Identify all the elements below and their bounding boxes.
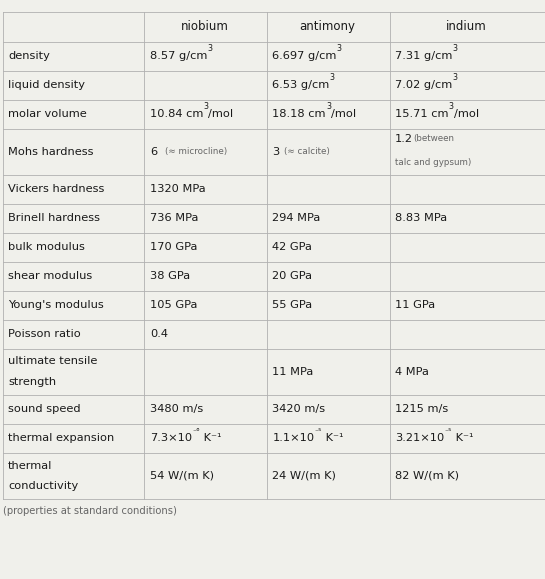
Text: strength: strength bbox=[8, 377, 56, 387]
Text: (between: (between bbox=[413, 134, 454, 144]
Text: 82 W/(m K): 82 W/(m K) bbox=[395, 471, 459, 481]
Text: (≈ calcite): (≈ calcite) bbox=[284, 147, 330, 156]
Text: 18.18 cm: 18.18 cm bbox=[272, 109, 326, 119]
Text: shear modulus: shear modulus bbox=[8, 271, 93, 281]
Text: bulk modulus: bulk modulus bbox=[8, 242, 85, 252]
Text: /mol: /mol bbox=[453, 109, 479, 119]
Text: 3: 3 bbox=[337, 44, 342, 53]
Text: 24 W/(m K): 24 W/(m K) bbox=[272, 471, 336, 481]
Text: 3: 3 bbox=[452, 73, 457, 82]
Text: 7.3×10: 7.3×10 bbox=[150, 433, 192, 444]
Text: 3: 3 bbox=[452, 44, 457, 53]
Text: 6: 6 bbox=[150, 146, 157, 157]
Text: density: density bbox=[8, 51, 50, 61]
Text: 6.53 g/cm: 6.53 g/cm bbox=[272, 80, 330, 90]
Text: 105 GPa: 105 GPa bbox=[150, 300, 197, 310]
Text: (properties at standard conditions): (properties at standard conditions) bbox=[3, 505, 177, 516]
Text: 3: 3 bbox=[449, 102, 453, 111]
Text: 6.697 g/cm: 6.697 g/cm bbox=[272, 51, 337, 61]
Text: /mol: /mol bbox=[331, 109, 356, 119]
Text: 1320 MPa: 1320 MPa bbox=[150, 184, 205, 195]
Text: 8.57 g/cm: 8.57 g/cm bbox=[150, 51, 207, 61]
Text: 4 MPa: 4 MPa bbox=[395, 367, 429, 377]
Text: niobium: niobium bbox=[180, 20, 228, 33]
Text: 15.71 cm: 15.71 cm bbox=[395, 109, 449, 119]
Text: 3: 3 bbox=[330, 73, 335, 82]
Text: 7.02 g/cm: 7.02 g/cm bbox=[395, 80, 452, 90]
Text: 11 MPa: 11 MPa bbox=[272, 367, 314, 377]
Text: 3: 3 bbox=[207, 44, 212, 53]
Text: antimony: antimony bbox=[299, 20, 355, 33]
Text: 38 GPa: 38 GPa bbox=[150, 271, 190, 281]
Text: 3: 3 bbox=[272, 146, 280, 157]
Text: talc and gypsum): talc and gypsum) bbox=[395, 157, 471, 167]
Text: 1215 m/s: 1215 m/s bbox=[395, 404, 449, 415]
Text: conductivity: conductivity bbox=[8, 481, 78, 492]
Text: ultimate tensile: ultimate tensile bbox=[8, 356, 98, 367]
Text: thermal: thermal bbox=[8, 460, 52, 471]
Text: 3: 3 bbox=[203, 102, 208, 111]
Text: molar volume: molar volume bbox=[8, 109, 87, 119]
Text: ⁻⁶: ⁻⁶ bbox=[192, 427, 199, 437]
Text: indium: indium bbox=[446, 20, 486, 33]
Text: liquid density: liquid density bbox=[8, 80, 85, 90]
Text: 3.21×10: 3.21×10 bbox=[395, 433, 444, 444]
Text: 3420 m/s: 3420 m/s bbox=[272, 404, 325, 415]
Text: ⁻⁵: ⁻⁵ bbox=[314, 427, 322, 437]
Text: 1.1×10: 1.1×10 bbox=[272, 433, 314, 444]
Text: 54 W/(m K): 54 W/(m K) bbox=[150, 471, 214, 481]
Text: K⁻¹: K⁻¹ bbox=[452, 433, 473, 444]
Text: 1.2: 1.2 bbox=[395, 134, 413, 144]
Text: 7.31 g/cm: 7.31 g/cm bbox=[395, 51, 452, 61]
Text: 8.83 MPa: 8.83 MPa bbox=[395, 213, 447, 223]
Text: 42 GPa: 42 GPa bbox=[272, 242, 312, 252]
Text: thermal expansion: thermal expansion bbox=[8, 433, 114, 444]
Text: 3480 m/s: 3480 m/s bbox=[150, 404, 203, 415]
Text: K⁻¹: K⁻¹ bbox=[199, 433, 221, 444]
Text: 294 MPa: 294 MPa bbox=[272, 213, 321, 223]
Text: 3: 3 bbox=[326, 102, 331, 111]
Text: K⁻¹: K⁻¹ bbox=[322, 433, 343, 444]
Text: Vickers hardness: Vickers hardness bbox=[8, 184, 105, 195]
Text: Young's modulus: Young's modulus bbox=[8, 300, 104, 310]
Text: 20 GPa: 20 GPa bbox=[272, 271, 312, 281]
Text: 170 GPa: 170 GPa bbox=[150, 242, 197, 252]
Text: sound speed: sound speed bbox=[8, 404, 81, 415]
Text: Brinell hardness: Brinell hardness bbox=[8, 213, 100, 223]
Text: 0.4: 0.4 bbox=[150, 329, 168, 339]
Text: ⁻⁵: ⁻⁵ bbox=[444, 427, 452, 437]
Text: Poisson ratio: Poisson ratio bbox=[8, 329, 81, 339]
Text: Mohs hardness: Mohs hardness bbox=[8, 146, 94, 157]
Text: 11 GPa: 11 GPa bbox=[395, 300, 435, 310]
Text: /mol: /mol bbox=[208, 109, 233, 119]
Text: 736 MPa: 736 MPa bbox=[150, 213, 198, 223]
Text: 10.84 cm: 10.84 cm bbox=[150, 109, 203, 119]
Text: 55 GPa: 55 GPa bbox=[272, 300, 313, 310]
Text: (≈ microcline): (≈ microcline) bbox=[165, 147, 227, 156]
